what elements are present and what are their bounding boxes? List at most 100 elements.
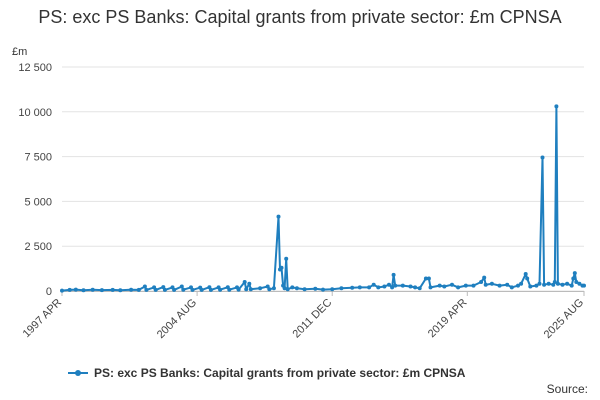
data-point (542, 282, 547, 287)
data-point (248, 287, 253, 292)
data-point (118, 288, 123, 293)
data-point (546, 281, 551, 286)
data-point (423, 276, 428, 281)
data-point (376, 285, 381, 290)
data-point (400, 283, 405, 288)
data-point (60, 288, 64, 293)
data-point (339, 286, 344, 291)
data-point (142, 284, 147, 289)
data-point (276, 214, 281, 219)
data-point (382, 284, 387, 289)
legend-line-marker-icon (68, 366, 88, 380)
data-point (489, 281, 494, 286)
data-point (227, 287, 232, 292)
data-point (290, 285, 295, 290)
data-point (267, 287, 272, 292)
data-point (357, 285, 362, 290)
data-point (258, 286, 263, 291)
data-point (242, 280, 247, 284)
data-point (371, 282, 376, 287)
data-point (390, 285, 395, 290)
y-tick-label: 7 500 (24, 152, 52, 164)
data-point (479, 280, 484, 284)
data-point (129, 287, 134, 292)
data-point (525, 276, 530, 281)
data-point (81, 288, 86, 293)
data-point (391, 272, 396, 277)
data-point (172, 287, 177, 292)
x-tick-label: 2011 DEC (291, 297, 335, 341)
data-point (534, 283, 539, 288)
data-point (136, 287, 141, 292)
data-point (483, 282, 488, 287)
data-point (199, 287, 204, 292)
data-point (350, 285, 355, 290)
data-point (282, 286, 287, 291)
data-point (181, 287, 186, 292)
data-point (577, 281, 582, 286)
data-point (555, 281, 560, 286)
data-point (285, 287, 290, 292)
data-point (190, 287, 195, 292)
source-label: Source: (546, 382, 588, 396)
data-point (554, 104, 559, 109)
series-line (61, 105, 584, 292)
y-tick-label: 5 000 (24, 196, 52, 208)
data-point (456, 285, 461, 290)
data-point (437, 283, 442, 288)
x-tick-label: 2025 AUG (542, 297, 586, 341)
y-tick-label: 2 500 (24, 241, 52, 253)
data-point (528, 284, 533, 289)
data-point (321, 287, 325, 292)
data-point (417, 286, 422, 291)
data-point (218, 287, 223, 292)
data-point (313, 286, 318, 291)
data-point (302, 287, 307, 292)
data-point (565, 281, 570, 286)
data-point (387, 282, 391, 287)
data-point (284, 256, 289, 261)
data-point (413, 285, 418, 290)
data-point (450, 282, 454, 287)
data-point (67, 287, 72, 292)
data-point (471, 283, 476, 288)
x-tick-label: 1997 APR (21, 297, 65, 341)
data-point (582, 283, 586, 288)
data-point (279, 265, 284, 270)
data-point (208, 287, 213, 292)
data-point (408, 284, 413, 289)
data-point (426, 276, 431, 281)
data-point (271, 286, 276, 291)
data-point (572, 271, 577, 276)
y-tick-label: 0 (46, 286, 52, 298)
y-tick-label: 12 500 (18, 62, 52, 74)
data-point (560, 282, 565, 287)
data-point (571, 276, 576, 281)
data-point (244, 287, 249, 292)
data-point (110, 287, 115, 292)
x-tick-label: 2004 AUG (155, 297, 199, 341)
data-point (294, 286, 299, 291)
data-point (497, 283, 502, 288)
data-point (540, 155, 545, 160)
data-point (519, 281, 524, 286)
data-point (393, 283, 398, 288)
y-axis-ticks: 0 2 500 5 000 7 500 10 000 12 500 (18, 62, 52, 298)
data-point (428, 285, 433, 290)
series-group (60, 104, 586, 293)
x-axis-ticks: 1997 APR 2004 AUG 2011 DEC 2019 APR 2025 AUG (21, 291, 586, 341)
data-point (330, 287, 335, 292)
legend[interactable]: PS: exc PS Banks: Capital grants from pr… (68, 366, 465, 380)
chart-title: PS: exc PS Banks: Capital grants from pr… (38, 7, 562, 27)
data-point (516, 283, 520, 288)
y-axis-unit-label: £m (12, 46, 28, 58)
data-point (73, 287, 78, 292)
gridlines (62, 66, 584, 292)
legend-label: PS: exc PS Banks: Capital grants from pr… (94, 366, 466, 380)
data-point (442, 284, 447, 289)
data-point (162, 287, 167, 292)
data-point (179, 284, 184, 289)
data-point (482, 275, 487, 280)
data-point (99, 288, 104, 293)
